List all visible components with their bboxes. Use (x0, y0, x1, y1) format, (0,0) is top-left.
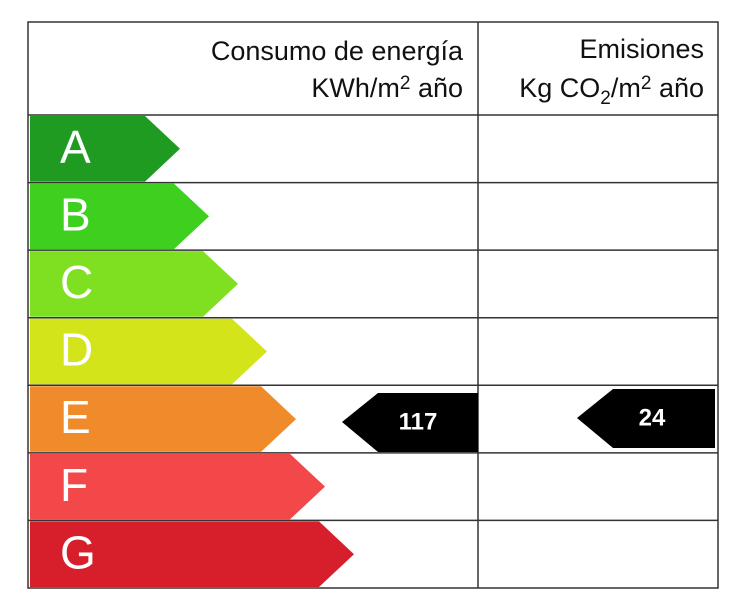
emissions-value: 24 (639, 404, 666, 431)
rating-letter: D (60, 324, 93, 376)
unit-part: KWh/m (311, 73, 400, 103)
rating-letter: C (60, 256, 93, 308)
unit-sup: 2 (641, 73, 652, 94)
rating-letter: F (60, 459, 88, 511)
consumption-unit: KWh/m2 año (311, 73, 463, 103)
unit-part: Kg CO (519, 73, 600, 103)
emissions-arrow (577, 389, 715, 448)
consumption-title: Consumo de energía (211, 36, 464, 66)
frame (27, 21, 719, 589)
unit-part: año (410, 73, 463, 103)
consumption-arrow (342, 393, 478, 452)
rating-arrow (30, 251, 238, 317)
unit-part: /m (611, 73, 641, 103)
rating-arrow (30, 386, 296, 452)
unit-sup: 2 (400, 73, 411, 94)
rating-letter: G (60, 526, 96, 578)
rating-arrow (30, 318, 267, 385)
rating-arrow (30, 116, 180, 182)
unit-sub: 2 (600, 88, 611, 109)
rating-letter: E (60, 391, 91, 443)
rating-arrow (30, 183, 209, 250)
rating-arrow (30, 521, 354, 587)
emissions-title: Emisiones (579, 34, 704, 64)
rating-letter: A (60, 121, 91, 173)
emissions-unit: Kg CO2/m2 año (519, 73, 704, 109)
rating-letter: B (60, 189, 91, 241)
rating-arrow (30, 453, 325, 520)
consumption-value: 117 (399, 408, 438, 435)
unit-part: año (651, 73, 704, 103)
